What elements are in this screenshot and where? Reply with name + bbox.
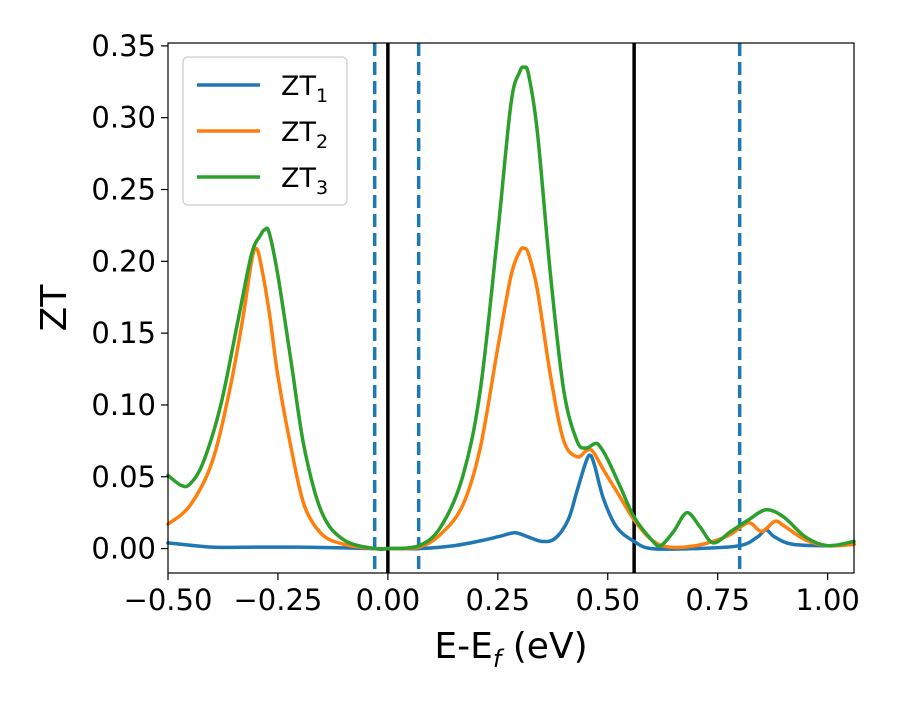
y-tick-label: 0.00 — [91, 532, 156, 566]
x-tick-label: 0.75 — [685, 583, 750, 617]
reference-lines — [372, 43, 742, 573]
legend-label-zt2: ZT2 — [281, 117, 328, 153]
x-axis-label-main: E-E — [434, 626, 492, 667]
x-tick-label: 1.00 — [795, 583, 860, 617]
x-axis-label-unit: (eV) — [501, 626, 587, 667]
x-tick-label: 0.00 — [356, 583, 421, 617]
legend-label-zt1: ZT1 — [281, 71, 328, 107]
x-tick-label: −0.50 — [124, 583, 213, 617]
plot-frame — [167, 42, 855, 574]
series-line-zt2 — [166, 246, 856, 551]
series-line-zt3 — [166, 65, 856, 552]
legend-box — [182, 56, 348, 206]
y-tick-label: 0.35 — [91, 29, 156, 63]
x-tick-label: 0.50 — [575, 583, 640, 617]
x-tick-label: −0.25 — [233, 583, 322, 617]
series-line-zt1 — [166, 453, 856, 551]
legend-label-zt3: ZT3 — [281, 163, 328, 199]
y-tick-label: 0.10 — [91, 388, 156, 422]
x-axis-label: E-Ef (eV) — [434, 626, 587, 673]
y-tick-label: 0.25 — [91, 173, 156, 207]
y-tick-label: 0.20 — [91, 244, 156, 278]
y-tick-label: 0.15 — [91, 316, 156, 350]
x-axis-ticks: −0.50 −0.25 0.00 0.25 0.50 0.75 1.00 — [124, 573, 860, 617]
plot-series — [166, 65, 856, 552]
y-axis-ticks: 0.00 0.05 0.10 0.15 0.20 0.25 0.30 0.35 — [91, 29, 168, 566]
y-axis-label: ZT — [34, 284, 75, 332]
legend: ZT1 ZT2 ZT3 — [182, 56, 348, 206]
x-tick-label: 0.25 — [466, 583, 531, 617]
y-tick-label: 0.05 — [91, 460, 156, 494]
y-tick-label: 0.30 — [91, 101, 156, 135]
